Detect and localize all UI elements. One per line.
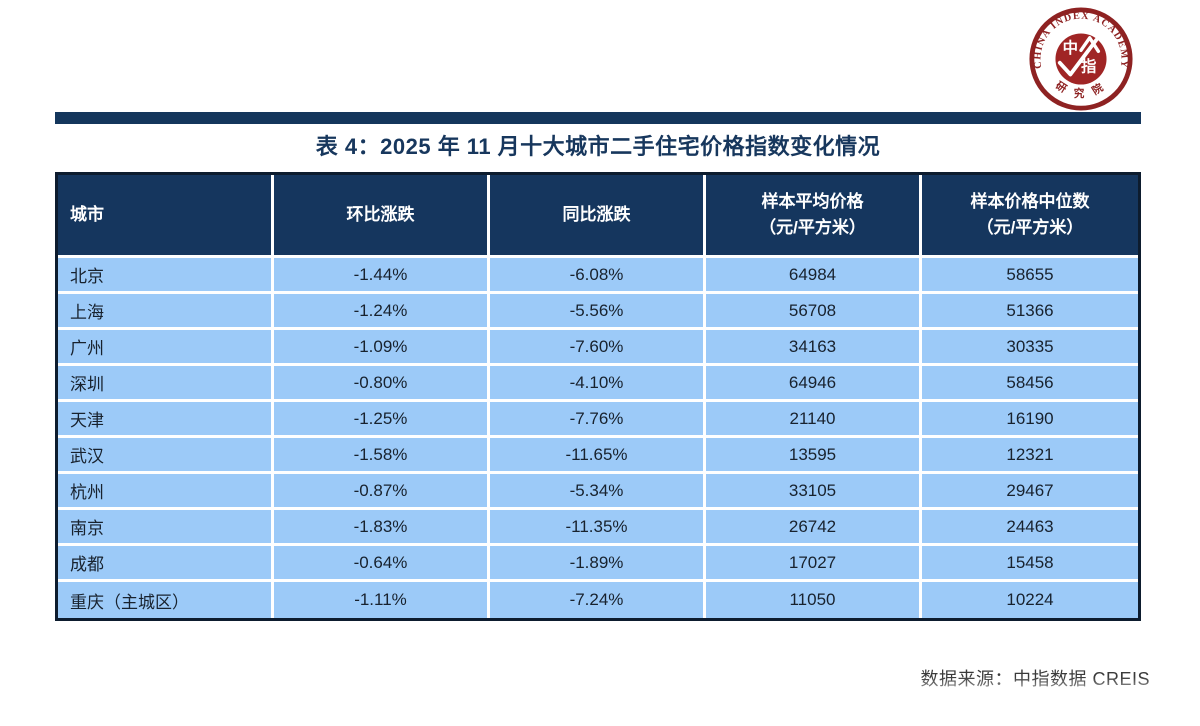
table-row-nanjing: 南京 -1.83% -11.35% 26742 24463 bbox=[58, 510, 1138, 546]
cell-city: 天津 bbox=[58, 402, 274, 438]
col-header-avg-price-line2: （元/平方米） bbox=[759, 218, 866, 237]
cell-median-price: 16190 bbox=[922, 402, 1138, 438]
cell-mom: -0.64% bbox=[274, 546, 490, 582]
table-row-tianjin: 天津 -1.25% -7.76% 21140 16190 bbox=[58, 402, 1138, 438]
cell-median-price: 58655 bbox=[922, 258, 1138, 294]
cell-mom: -1.24% bbox=[274, 294, 490, 330]
cell-yoy: -5.34% bbox=[490, 474, 706, 510]
table-row-chongqing: 重庆（主城区） -1.11% -7.24% 11050 10224 bbox=[58, 582, 1138, 618]
cell-avg-price: 56708 bbox=[706, 294, 922, 330]
title-divider-bar bbox=[55, 112, 1141, 124]
cell-avg-price: 64946 bbox=[706, 366, 922, 402]
cell-mom: -1.11% bbox=[274, 582, 490, 618]
cell-city: 深圳 bbox=[58, 366, 274, 402]
col-header-median-price-line2: （元/平方米） bbox=[976, 218, 1084, 237]
seal-peak-line bbox=[1079, 36, 1101, 53]
cell-avg-price: 34163 bbox=[706, 330, 922, 366]
cell-mom: -1.44% bbox=[274, 258, 490, 294]
col-header-yoy: 同比涨跌 bbox=[490, 175, 706, 258]
cell-avg-price: 26742 bbox=[706, 510, 922, 546]
col-header-mom-label: 环比涨跌 bbox=[346, 204, 415, 224]
cell-city: 重庆（主城区） bbox=[58, 582, 274, 618]
seal-char-zhong: 中 bbox=[1063, 38, 1078, 57]
cell-yoy: -11.65% bbox=[490, 438, 706, 474]
col-header-city-label: 城市 bbox=[70, 204, 104, 224]
cell-city: 杭州 bbox=[58, 474, 274, 510]
cell-avg-price: 21140 bbox=[706, 402, 922, 438]
col-header-mom: 环比涨跌 bbox=[274, 175, 490, 258]
cell-city: 上海 bbox=[58, 294, 274, 330]
table-row-shenzhen: 深圳 -0.80% -4.10% 64946 58456 bbox=[58, 366, 1138, 402]
cell-city: 武汉 bbox=[58, 438, 274, 474]
col-header-yoy-label: 同比涨跌 bbox=[562, 204, 631, 224]
col-header-avg-price-line1: 样本平均价格 bbox=[761, 191, 864, 211]
table-title: 表 4：2025 年 11 月十大城市二手住宅价格指数变化情况 bbox=[315, 134, 881, 159]
table-row-guangzhou: 广州 -1.09% -7.60% 34163 30335 bbox=[58, 330, 1138, 366]
cell-yoy: -7.24% bbox=[490, 582, 706, 618]
cell-yoy: -7.60% bbox=[490, 330, 706, 366]
table-row-chengdu: 成都 -0.64% -1.89% 17027 15458 bbox=[58, 546, 1138, 582]
cell-median-price: 10224 bbox=[922, 582, 1138, 618]
table-row-hangzhou: 杭州 -0.87% -5.34% 33105 29467 bbox=[58, 474, 1138, 510]
table-row-wuhan: 武汉 -1.58% -11.65% 13595 12321 bbox=[58, 438, 1138, 474]
cell-median-price: 29467 bbox=[922, 474, 1138, 510]
cell-yoy: -7.76% bbox=[490, 402, 706, 438]
cell-mom: -1.09% bbox=[274, 330, 490, 366]
cell-yoy: -4.10% bbox=[490, 366, 706, 402]
cell-yoy: -5.56% bbox=[490, 294, 706, 330]
seal-char-zhi: 指 bbox=[1081, 57, 1097, 76]
col-header-city: 城市 bbox=[58, 175, 274, 258]
china-index-academy-logo: CHINA INDEX ACADEMY 研 究 院 中 指 bbox=[1028, 6, 1134, 112]
cell-yoy: -11.35% bbox=[490, 510, 706, 546]
cell-mom: -0.87% bbox=[274, 474, 490, 510]
cell-mom: -1.25% bbox=[274, 402, 490, 438]
cell-median-price: 15458 bbox=[922, 546, 1138, 582]
cell-city: 成都 bbox=[58, 546, 274, 582]
header-row: 城市 环比涨跌 同比涨跌 样本平均价格 （元/平方米） 样本价格中位数 （元/平方米… bbox=[58, 175, 1138, 258]
seal-icon: CHINA INDEX ACADEMY 研 究 院 中 指 bbox=[1029, 7, 1133, 111]
cell-yoy: -1.89% bbox=[490, 546, 706, 582]
table-row-shanghai: 上海 -1.24% -5.56% 56708 51366 bbox=[58, 294, 1138, 330]
col-header-avg-price: 样本平均价格 （元/平方米） bbox=[706, 175, 922, 258]
cell-avg-price: 13595 bbox=[706, 438, 922, 474]
price-index-table-frame: 城市 环比涨跌 同比涨跌 样本平均价格 （元/平方米） 样本价格中位数 （元/平方米… bbox=[55, 172, 1141, 621]
table-row-beijing: 北京 -1.44% -6.08% 64984 58655 bbox=[58, 258, 1138, 294]
cell-median-price: 24463 bbox=[922, 510, 1138, 546]
cell-mom: -0.80% bbox=[274, 366, 490, 402]
cell-avg-price: 64984 bbox=[706, 258, 922, 294]
price-index-table: 城市 环比涨跌 同比涨跌 样本平均价格 （元/平方米） 样本价格中位数 （元/平方米… bbox=[58, 175, 1138, 618]
cell-mom: -1.58% bbox=[274, 438, 490, 474]
cell-avg-price: 17027 bbox=[706, 546, 922, 582]
cell-median-price: 58456 bbox=[922, 366, 1138, 402]
cell-city: 北京 bbox=[58, 258, 274, 294]
cell-avg-price: 11050 bbox=[706, 582, 922, 618]
cell-avg-price: 33105 bbox=[706, 474, 922, 510]
col-header-median-price: 样本价格中位数 （元/平方米） bbox=[922, 175, 1138, 258]
cell-yoy: -6.08% bbox=[490, 258, 706, 294]
seal-check-line bbox=[1057, 37, 1099, 77]
cell-city: 南京 bbox=[58, 510, 274, 546]
col-header-median-price-line1: 样本价格中位数 bbox=[970, 191, 1090, 211]
cell-median-price: 30335 bbox=[922, 330, 1138, 366]
data-source-note: 数据来源：中指数据 CREIS bbox=[920, 669, 1150, 689]
cell-median-price: 12321 bbox=[922, 438, 1138, 474]
cell-median-price: 51366 bbox=[922, 294, 1138, 330]
cell-city: 广州 bbox=[58, 330, 274, 366]
cell-mom: -1.83% bbox=[274, 510, 490, 546]
